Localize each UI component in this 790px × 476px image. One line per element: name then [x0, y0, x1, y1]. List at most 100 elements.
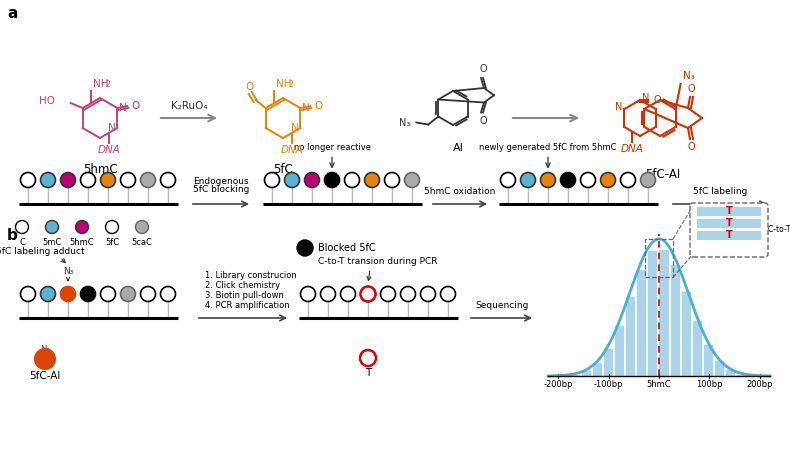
Circle shape — [560, 172, 575, 188]
Bar — [603, 347, 613, 376]
Text: 5fC labeling adduct: 5fC labeling adduct — [0, 248, 85, 257]
Text: 5caC: 5caC — [132, 238, 152, 247]
Text: N₃: N₃ — [40, 345, 50, 354]
Text: C: C — [19, 238, 25, 247]
Circle shape — [321, 287, 336, 301]
Circle shape — [325, 172, 340, 188]
Circle shape — [100, 172, 115, 188]
Circle shape — [61, 172, 76, 188]
Bar — [697, 231, 761, 240]
Text: 100bp: 100bp — [696, 380, 723, 389]
Text: N: N — [303, 103, 310, 113]
Bar — [647, 250, 657, 376]
Circle shape — [385, 172, 400, 188]
Text: 5hmC oxidation: 5hmC oxidation — [424, 187, 495, 196]
Text: 2: 2 — [105, 80, 110, 89]
Text: NH: NH — [93, 79, 109, 89]
Text: 5hmC: 5hmC — [83, 163, 117, 176]
Circle shape — [136, 220, 149, 234]
Text: N: N — [291, 123, 299, 133]
Text: b: b — [7, 228, 18, 243]
Circle shape — [381, 287, 396, 301]
Circle shape — [360, 350, 376, 366]
Circle shape — [81, 287, 96, 301]
Text: K₂RuO₄: K₂RuO₄ — [171, 101, 207, 111]
Text: DNA: DNA — [621, 143, 644, 153]
Circle shape — [600, 172, 615, 188]
Circle shape — [16, 220, 28, 234]
Text: 5fC: 5fC — [273, 163, 293, 176]
Text: 1. Library construcion: 1. Library construcion — [205, 271, 297, 280]
Text: DNA: DNA — [97, 145, 120, 155]
Circle shape — [46, 220, 58, 234]
Circle shape — [106, 220, 118, 234]
Text: HO: HO — [39, 96, 55, 106]
Text: N₃: N₃ — [399, 118, 410, 128]
Text: NH: NH — [276, 79, 292, 89]
Text: 5fC labeling: 5fC labeling — [693, 187, 747, 196]
Text: 4. PCR amplification: 4. PCR amplification — [205, 301, 290, 310]
Text: 5fC-AI: 5fC-AI — [645, 168, 681, 181]
Circle shape — [360, 287, 375, 301]
Text: 3. Biotin pull-down: 3. Biotin pull-down — [205, 291, 284, 300]
Text: Blocked 5fC: Blocked 5fC — [318, 243, 375, 253]
Circle shape — [404, 172, 419, 188]
FancyBboxPatch shape — [690, 203, 768, 257]
Circle shape — [297, 240, 313, 256]
Circle shape — [265, 172, 280, 188]
Circle shape — [160, 287, 175, 301]
Bar — [725, 369, 735, 376]
Circle shape — [141, 287, 156, 301]
Text: T: T — [365, 368, 371, 378]
Bar — [747, 375, 758, 376]
Circle shape — [620, 172, 635, 188]
Text: 5hmC: 5hmC — [70, 238, 94, 247]
Text: O: O — [131, 101, 140, 111]
Bar — [614, 325, 624, 376]
Circle shape — [21, 172, 36, 188]
Circle shape — [40, 287, 55, 301]
Circle shape — [21, 287, 36, 301]
Bar — [736, 374, 747, 376]
Text: T: T — [726, 218, 732, 228]
Text: O: O — [480, 117, 487, 127]
Text: no longer reactive: no longer reactive — [294, 143, 371, 152]
Text: 5mC: 5mC — [43, 238, 62, 247]
Circle shape — [141, 172, 156, 188]
Text: N: N — [107, 123, 115, 133]
Text: 5fC blocking: 5fC blocking — [193, 185, 249, 194]
Text: N: N — [119, 103, 127, 113]
Text: N: N — [615, 102, 623, 112]
Bar — [659, 248, 668, 376]
Text: O: O — [687, 84, 695, 94]
Bar — [714, 360, 724, 376]
Circle shape — [641, 172, 656, 188]
Circle shape — [40, 172, 55, 188]
Bar — [636, 268, 646, 376]
Circle shape — [304, 172, 319, 188]
Text: N₃: N₃ — [63, 268, 73, 277]
Circle shape — [121, 287, 136, 301]
Text: newly generated 5fC from 5hmC: newly generated 5fC from 5hmC — [480, 143, 617, 152]
Bar — [697, 207, 761, 216]
Circle shape — [360, 287, 375, 301]
Text: 5hmC: 5hmC — [647, 380, 672, 389]
Bar — [570, 374, 580, 376]
Text: O: O — [687, 142, 695, 152]
Text: O: O — [654, 95, 662, 105]
Text: C-to-T transition site: C-to-T transition site — [768, 226, 790, 235]
Circle shape — [581, 172, 596, 188]
Bar — [645, 239, 673, 277]
Text: -200bp: -200bp — [544, 380, 573, 389]
Text: 200bp: 200bp — [747, 380, 773, 389]
Bar — [625, 297, 635, 376]
Text: -100bp: -100bp — [594, 380, 623, 389]
Text: 2: 2 — [288, 80, 293, 89]
Circle shape — [340, 287, 356, 301]
Circle shape — [364, 172, 379, 188]
Circle shape — [441, 287, 456, 301]
Bar — [697, 219, 761, 228]
Text: T: T — [726, 207, 732, 217]
Text: O: O — [480, 64, 487, 74]
Circle shape — [420, 287, 435, 301]
